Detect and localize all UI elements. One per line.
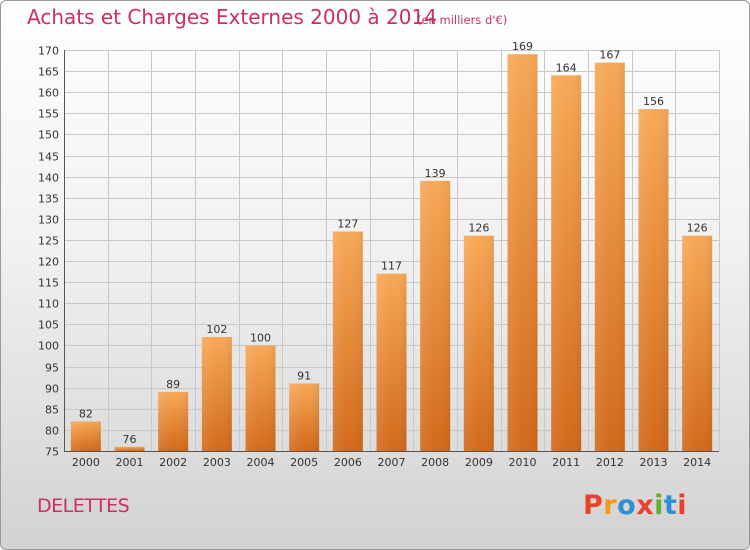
y-tick-label: 140 — [38, 172, 59, 185]
bar-highlight — [114, 446, 145, 451]
x-tick-label: 2009 — [465, 456, 493, 469]
y-tick-label: 135 — [38, 193, 59, 206]
x-tick-label: 2001 — [116, 456, 144, 469]
y-tick-label: 150 — [38, 129, 59, 142]
data-label: 102 — [206, 323, 227, 336]
x-tick-label: 2014 — [683, 456, 711, 469]
data-label: 126 — [687, 222, 708, 235]
y-tick-label: 145 — [38, 151, 59, 164]
y-tick-label: 80 — [45, 425, 59, 438]
y-tick-label: 90 — [45, 383, 59, 396]
data-label: 76 — [123, 433, 137, 446]
bar-highlight — [245, 345, 276, 451]
data-label: 82 — [79, 407, 93, 420]
y-tick-label: 125 — [38, 235, 59, 248]
bar-highlight — [551, 75, 582, 451]
logo-letter: i — [654, 490, 664, 521]
bar-highlight — [594, 62, 625, 452]
y-tick-label: 170 — [38, 45, 59, 58]
y-tick-label: 85 — [45, 404, 59, 417]
x-tick-label: 2002 — [159, 456, 187, 469]
bar-highlight — [158, 391, 189, 451]
x-tick-label: 2003 — [203, 456, 231, 469]
x-tick-label: 2005 — [290, 456, 318, 469]
data-label: 156 — [643, 95, 664, 108]
bar-highlight — [420, 180, 451, 451]
y-tick-label: 120 — [38, 256, 59, 269]
data-label: 169 — [512, 40, 533, 53]
data-label: 117 — [381, 260, 402, 273]
bar-highlight — [682, 235, 713, 451]
y-tick-labels: 75 80 85 90 95 100 105 110 115 120 125 130 135 140 145… — [38, 45, 59, 459]
commune-name: DELETTES — [37, 495, 130, 517]
bars — [70, 54, 713, 452]
y-tick-label: 155 — [38, 108, 59, 121]
data-label: 89 — [166, 378, 180, 391]
bar-highlight — [289, 383, 320, 451]
data-label: 164 — [556, 61, 577, 74]
bar-highlight — [638, 109, 669, 452]
logo-letter: t — [663, 490, 678, 521]
logo-letter: x — [636, 490, 655, 521]
proxiti-logo[interactable]: Proxiti — [583, 490, 687, 521]
x-tick-label: 2007 — [378, 456, 406, 469]
y-tick-label: 75 — [45, 446, 59, 459]
x-tick-label: 2011 — [552, 456, 580, 469]
data-labels: 82 76 89 102 100 91 127 117 139 126 169 164 167 156 12… — [79, 40, 708, 446]
data-label: 167 — [599, 49, 620, 62]
x-tick-label: 2008 — [421, 456, 449, 469]
bar-highlight — [463, 235, 494, 451]
bar-highlight — [376, 273, 407, 451]
x-tick-labels: 2000 2001 2002 2003 2004 2005 2006 2007 2008 2009… — [72, 456, 711, 469]
y-tick-label: 110 — [38, 298, 59, 311]
axes — [64, 50, 719, 452]
x-tick-label: 2006 — [334, 456, 362, 469]
data-label: 127 — [337, 218, 358, 231]
y-tick-label: 95 — [45, 362, 59, 375]
y-tick-label: 105 — [38, 319, 59, 332]
logo-letter: o — [617, 490, 637, 521]
bar-highlight — [70, 421, 101, 451]
bar-highlight — [332, 231, 363, 451]
x-tick-label: 2000 — [72, 456, 100, 469]
x-tick-label: 2004 — [247, 456, 275, 469]
bar-highlight — [507, 54, 538, 451]
x-tick-label: 2010 — [509, 456, 537, 469]
logo-letter: i — [677, 490, 688, 521]
data-label: 139 — [425, 167, 446, 180]
data-label: 126 — [468, 222, 489, 235]
chart-title: Achats et Charges Externes 2000 à 2014 — [27, 5, 437, 29]
x-tick-label: 2013 — [640, 456, 668, 469]
y-tick-label: 130 — [38, 214, 59, 227]
y-tick-label: 165 — [38, 66, 59, 79]
y-tick-label: 115 — [38, 277, 59, 290]
logo-letter: P — [583, 490, 604, 521]
y-tick-label: 160 — [38, 87, 59, 100]
x-tick-label: 2012 — [596, 456, 624, 469]
y-tick-label: 100 — [38, 340, 59, 353]
chart-subtitle: (en milliers d'€) — [417, 13, 508, 27]
bar-highlight — [201, 337, 232, 451]
data-label: 100 — [250, 331, 271, 344]
data-label: 91 — [297, 369, 311, 382]
logo-letter: r — [603, 490, 618, 521]
